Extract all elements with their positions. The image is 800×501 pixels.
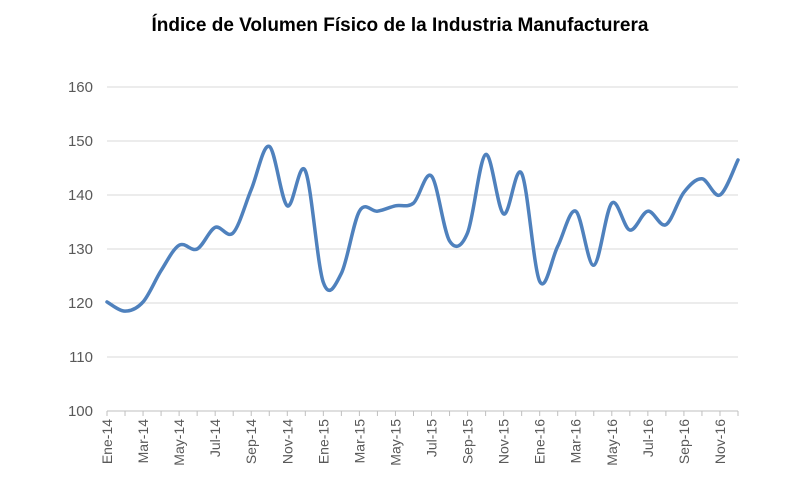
data-point-Abr-15 bbox=[376, 210, 379, 213]
gridlines bbox=[107, 86, 738, 358]
data-point-Sep-16 bbox=[682, 191, 685, 194]
series-layer bbox=[105, 144, 740, 313]
x-tick-label: Ene-15 bbox=[315, 419, 331, 464]
y-tick-label-140: 140 bbox=[68, 187, 93, 204]
x-axis bbox=[106, 410, 739, 416]
x-tick-label: Nov-16 bbox=[712, 419, 728, 464]
x-tick-label: Sep-14 bbox=[243, 419, 259, 464]
data-point-Dic-14 bbox=[304, 169, 307, 172]
data-point-Mar-14 bbox=[142, 300, 145, 303]
x-tick-label: Mar-16 bbox=[568, 419, 584, 464]
data-point-May-15 bbox=[394, 204, 397, 207]
y-tick-label-130: 130 bbox=[68, 241, 93, 258]
x-tick-label: Mar-14 bbox=[135, 419, 151, 464]
y-tick-label-160: 160 bbox=[68, 79, 93, 96]
x-tick-label: Sep-16 bbox=[676, 419, 692, 464]
x-tick-label: May-16 bbox=[604, 419, 620, 466]
x-tick-label: Nov-15 bbox=[496, 419, 512, 464]
data-point-Nov-14 bbox=[286, 204, 289, 207]
data-point-Oct-14 bbox=[268, 145, 271, 148]
data-point-Ene-14 bbox=[106, 300, 109, 303]
x-tick-label: Ene-16 bbox=[532, 419, 548, 464]
x-tick-label: Mar-15 bbox=[351, 419, 367, 464]
data-point-Jul-15 bbox=[430, 175, 433, 178]
data-point-Sep-15 bbox=[466, 231, 469, 234]
y-axis-tick-labels: 100 110 120 130 140 150 160 bbox=[68, 79, 93, 420]
data-point-Jul-16 bbox=[646, 210, 649, 213]
y-tick-label-100: 100 bbox=[68, 403, 93, 420]
x-tick-label: Jul-16 bbox=[640, 419, 656, 457]
x-tick-label: Jul-14 bbox=[207, 419, 223, 457]
data-point-Dic-15 bbox=[520, 172, 523, 175]
data-point-Mar-16 bbox=[574, 210, 577, 213]
data-point-Ago-14 bbox=[232, 231, 235, 234]
x-tick-label: Ene-14 bbox=[99, 419, 115, 464]
data-point-Ago-15 bbox=[448, 239, 451, 242]
data-point-May-14 bbox=[178, 244, 181, 247]
data-point-Dic-16 bbox=[737, 158, 740, 161]
y-tick-label-110: 110 bbox=[69, 349, 93, 366]
data-point-Jun-14 bbox=[196, 248, 199, 251]
x-tick-label: May-15 bbox=[387, 419, 403, 466]
x-tick-label: Jul-15 bbox=[424, 419, 440, 457]
data-point-Ene-15 bbox=[322, 281, 325, 284]
data-point-Oct-15 bbox=[484, 153, 487, 156]
x-tick-label: May-14 bbox=[171, 419, 187, 466]
data-point-Oct-16 bbox=[700, 177, 703, 180]
data-point-Nov-15 bbox=[502, 212, 505, 215]
data-point-Nov-16 bbox=[718, 194, 721, 197]
x-tick-label: Sep-15 bbox=[460, 419, 476, 464]
data-point-Mar-15 bbox=[358, 210, 361, 213]
data-point-Ago-16 bbox=[664, 223, 667, 226]
y-tick-label-120: 120 bbox=[68, 295, 93, 312]
data-point-Jun-15 bbox=[412, 202, 415, 205]
chart-title: Índice de Volumen Físico de la Industria… bbox=[151, 15, 649, 36]
data-point-Feb-16 bbox=[556, 245, 559, 248]
data-point-May-16 bbox=[610, 202, 613, 205]
series-line-0 bbox=[105, 144, 740, 313]
x-axis-tick-labels: Ene-14 Mar-14 May-14 Jul-14 Sep-14 Nov-14 Ene-… bbox=[99, 419, 728, 466]
data-point-Abr-16 bbox=[592, 264, 595, 267]
data-point-Ene-16 bbox=[538, 280, 541, 283]
data-point-Sep-14 bbox=[250, 188, 253, 191]
data-point-Abr-14 bbox=[160, 269, 163, 272]
y-tick-label-150: 150 bbox=[68, 133, 93, 150]
data-point-Jun-16 bbox=[628, 229, 631, 232]
x-tick-label: Nov-14 bbox=[279, 419, 295, 464]
data-point-Jul-14 bbox=[214, 226, 217, 229]
data-point-Feb-14 bbox=[124, 310, 127, 313]
data-point-Feb-15 bbox=[340, 272, 343, 275]
